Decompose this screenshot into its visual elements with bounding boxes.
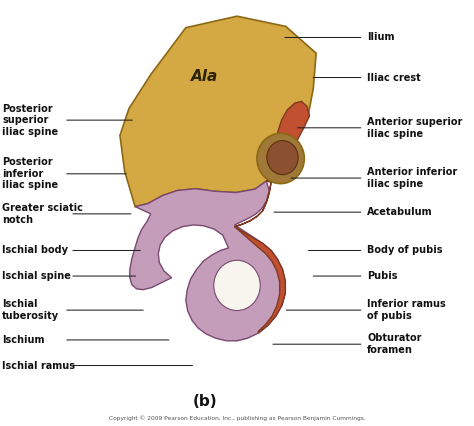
Text: Copyright © 2009 Pearson Education, Inc., publishing as Pearson Benjamin Cumming: Copyright © 2009 Pearson Education, Inc.… [109, 415, 365, 421]
Text: Ischial body: Ischial body [2, 245, 68, 256]
Ellipse shape [267, 141, 298, 175]
Polygon shape [120, 16, 316, 207]
Ellipse shape [214, 260, 260, 311]
Text: Ilium: Ilium [367, 32, 395, 43]
Text: Anterior superior
iliac spine: Anterior superior iliac spine [367, 117, 463, 138]
Text: Ischium: Ischium [2, 335, 45, 345]
Text: Posterior
superior
iliac spine: Posterior superior iliac spine [2, 104, 58, 137]
Text: Iliac crest: Iliac crest [367, 72, 421, 83]
Text: Ala: Ala [191, 69, 219, 84]
Text: Ischial spine: Ischial spine [2, 271, 71, 281]
Text: Ischial
tuberosity: Ischial tuberosity [2, 299, 60, 321]
Text: Obturator
foramen: Obturator foramen [367, 334, 422, 355]
Polygon shape [235, 101, 310, 333]
Text: Body of pubis: Body of pubis [367, 245, 443, 256]
Text: Posterior
inferior
iliac spine: Posterior inferior iliac spine [2, 157, 58, 190]
Text: Pubis: Pubis [367, 271, 398, 281]
Text: (b): (b) [192, 394, 217, 409]
Ellipse shape [257, 133, 304, 184]
Text: Inferior ramus
of pubis: Inferior ramus of pubis [367, 299, 446, 321]
Polygon shape [130, 181, 285, 341]
Text: Anterior inferior
iliac spine: Anterior inferior iliac spine [367, 167, 457, 189]
Text: Greater sciatic
notch: Greater sciatic notch [2, 203, 83, 225]
Text: Ischial ramus: Ischial ramus [2, 360, 75, 371]
Text: Acetabulum: Acetabulum [367, 207, 433, 217]
